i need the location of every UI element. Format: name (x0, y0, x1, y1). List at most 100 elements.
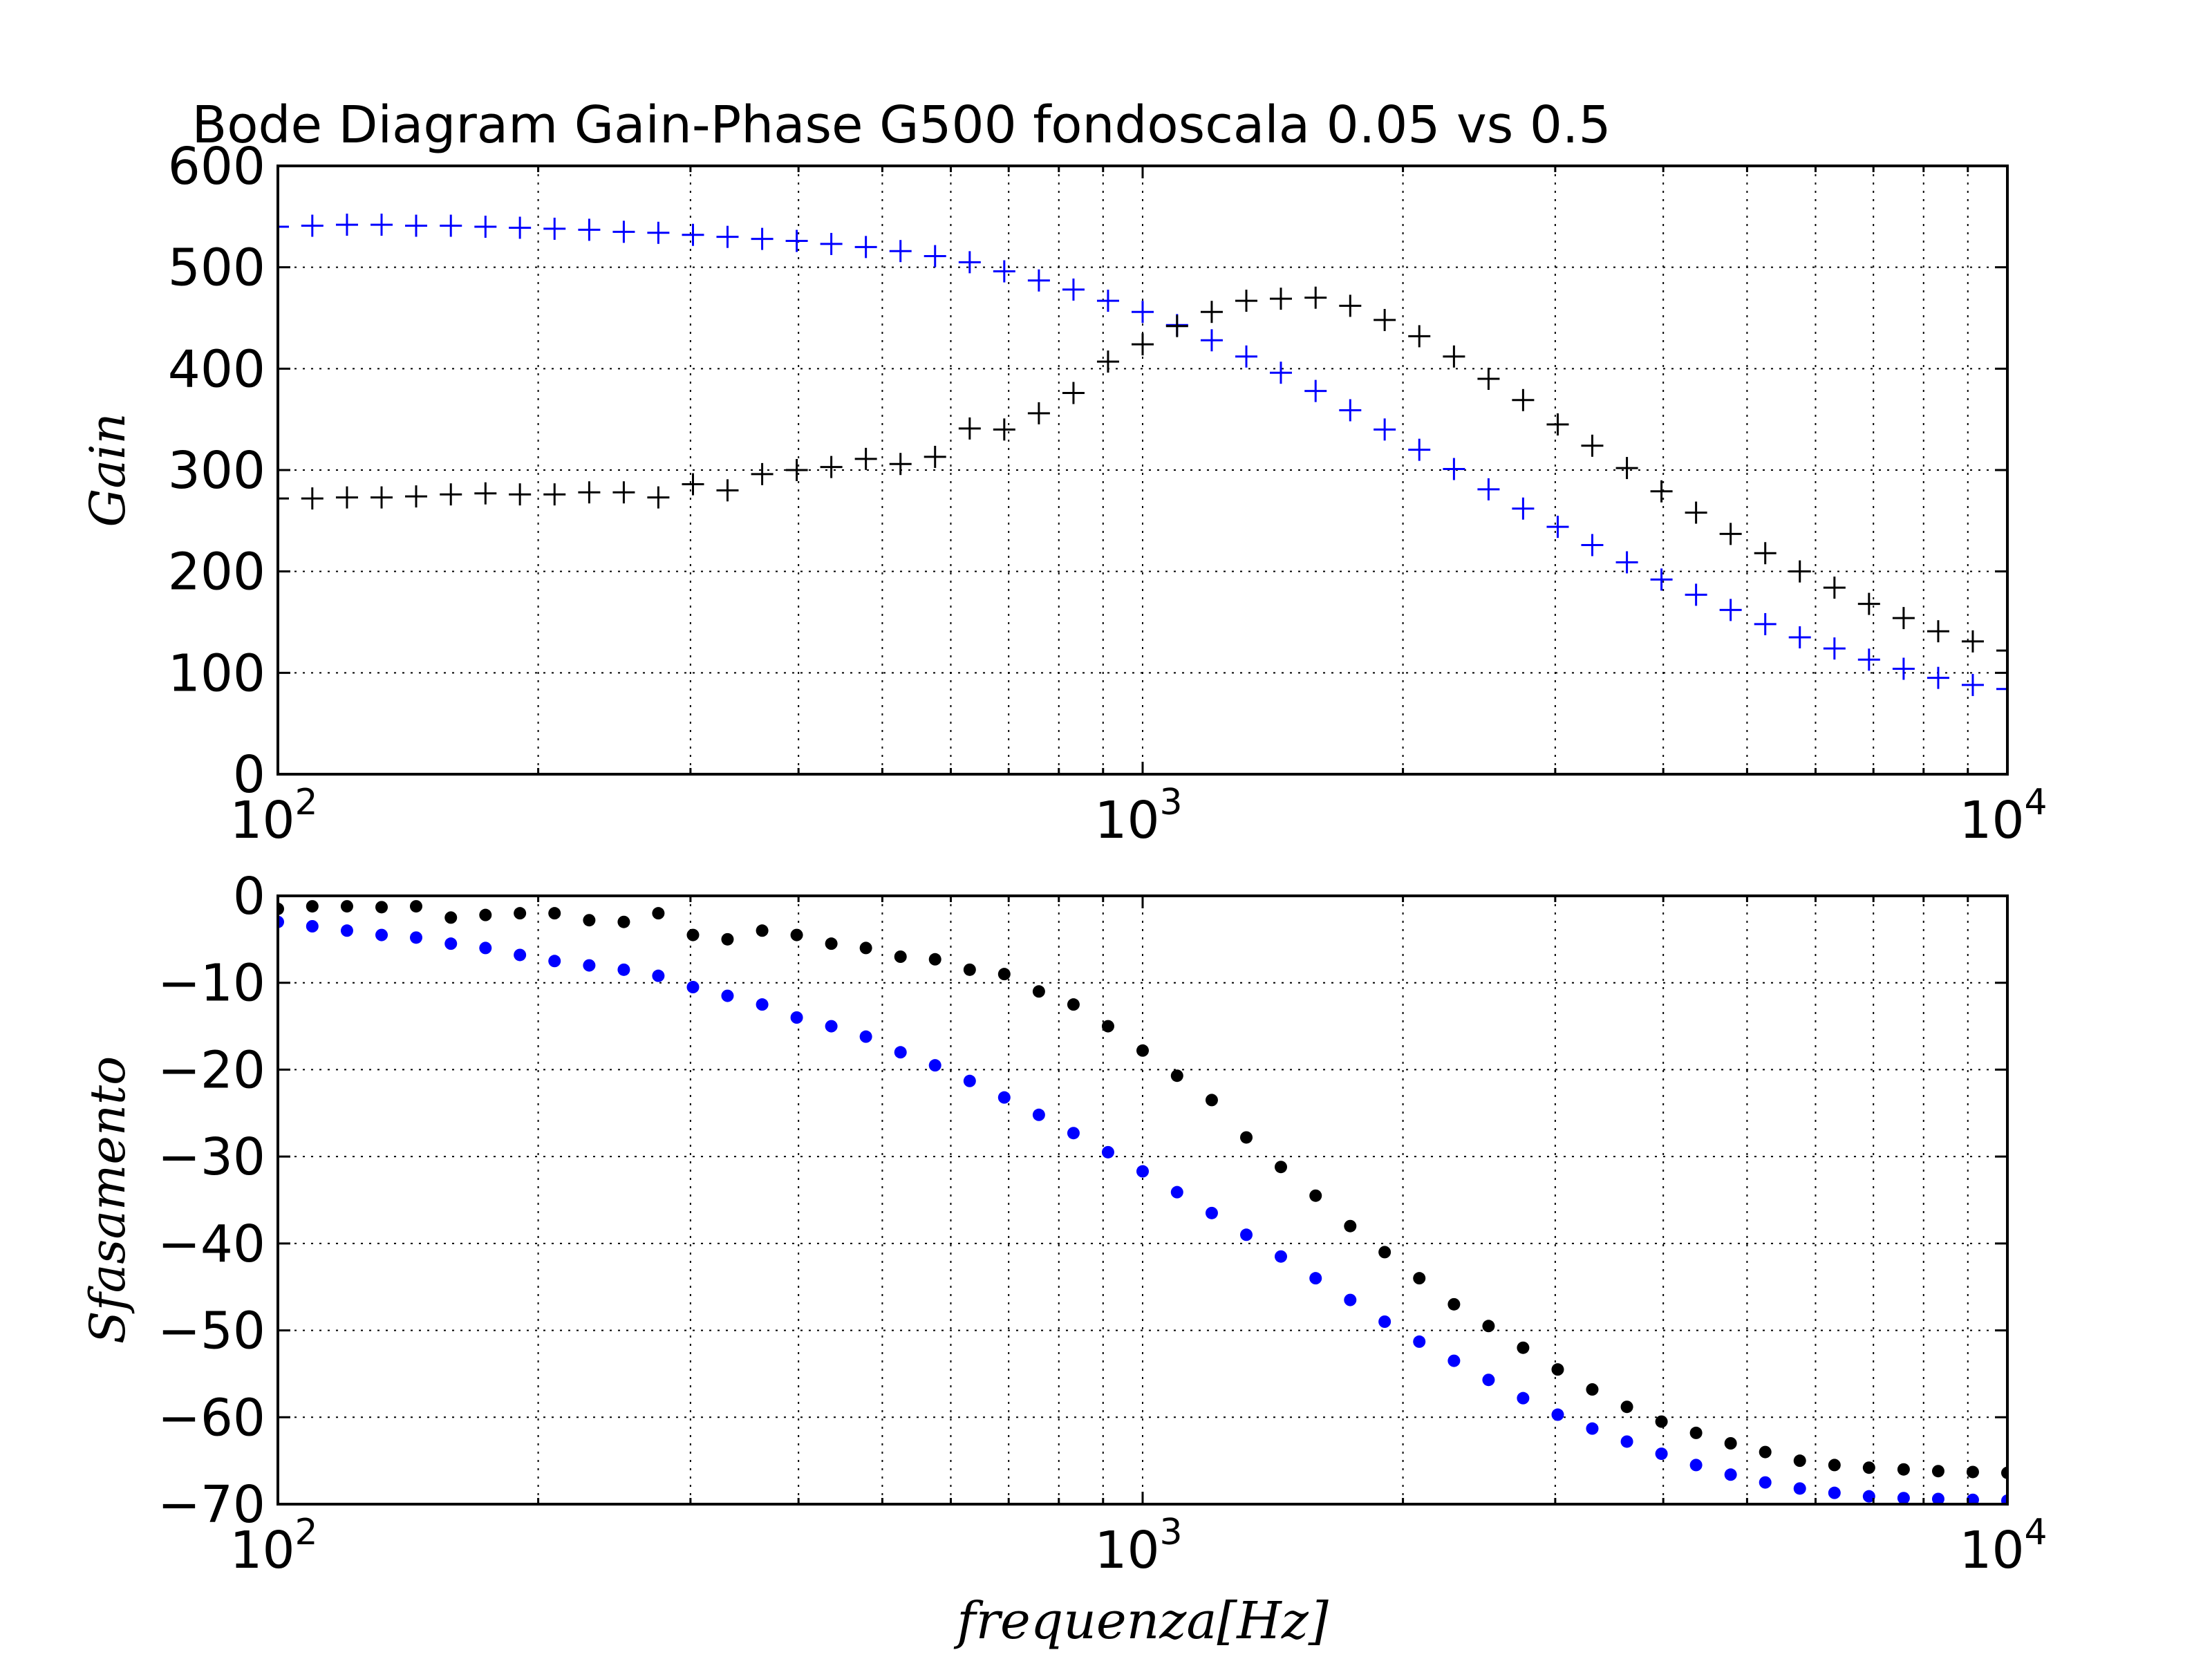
data-point (958, 251, 981, 274)
data-point (617, 963, 630, 976)
data-point (1689, 1459, 1703, 1472)
data-point (548, 955, 561, 968)
data-point (894, 950, 907, 963)
data-point (1101, 1020, 1114, 1033)
data-point (993, 260, 1015, 283)
x-tick-label: 104 (1959, 782, 2047, 850)
data-point (301, 487, 324, 510)
data-point (1685, 501, 1707, 524)
data-point (1304, 286, 1327, 309)
gain-markers (278, 214, 2007, 700)
data-point (1378, 1315, 1391, 1328)
data-point (859, 941, 872, 955)
data-point (820, 456, 843, 478)
gain-ticks: 0 100 200 300 400 500 600 102 103 104 (168, 137, 2047, 850)
data-point (963, 963, 976, 976)
data-point (1857, 648, 1880, 671)
data-point (440, 483, 462, 506)
data-point (958, 417, 981, 440)
data-point (1482, 1320, 1495, 1333)
data-point (1136, 1044, 1149, 1057)
data-point (440, 214, 462, 237)
data-point (1339, 294, 1362, 317)
data-point (1032, 1108, 1045, 1121)
data-point (1235, 290, 1258, 312)
data-point (1862, 1490, 1875, 1503)
data-point (1062, 278, 1085, 301)
data-point (1685, 583, 1707, 606)
data-point (340, 900, 353, 913)
data-point (1966, 1493, 1979, 1504)
data-point (1096, 350, 1119, 373)
data-point (1132, 333, 1154, 356)
data-point (1719, 523, 1742, 545)
x-tick-label: 102 (229, 782, 317, 850)
data-point (756, 998, 769, 1011)
data-point (375, 901, 388, 914)
data-point (997, 968, 1011, 981)
data-point (1961, 673, 1984, 696)
data-point (335, 214, 358, 236)
phase-grid (278, 896, 2007, 1504)
data-point (371, 214, 393, 236)
data-point (278, 487, 289, 510)
data-point (1754, 542, 1777, 565)
data-point (928, 1059, 941, 1072)
chart-title: Bode Diagram Gain-Phase G500 fondoscala … (191, 95, 1611, 155)
data-point (1620, 1435, 1633, 1448)
data-point (1344, 1293, 1357, 1306)
data-point (721, 989, 734, 1002)
data-point (335, 486, 358, 509)
data-point (612, 221, 635, 243)
data-point (509, 216, 532, 239)
data-point (306, 900, 319, 913)
data-point (1378, 1246, 1391, 1259)
y-tick-label: 100 (168, 644, 265, 703)
x-tick-label: 104 (1959, 1512, 2047, 1580)
data-point (2001, 1494, 2007, 1504)
y-tick-label: 600 (168, 137, 265, 196)
data-point (1274, 1250, 1287, 1263)
y-tick-label: 0 (233, 867, 265, 926)
data-point (1892, 607, 1915, 630)
x-tick-label: 103 (1094, 782, 1182, 850)
data-point (1205, 1094, 1218, 1107)
data-point (1304, 379, 1327, 402)
data-point (1447, 1354, 1461, 1367)
data-point (1719, 599, 1742, 621)
data-point (790, 1011, 803, 1024)
y-tick-label: 300 (168, 441, 265, 500)
data-point (854, 447, 877, 470)
data-point (1551, 1408, 1564, 1421)
data-point (1586, 1383, 1599, 1396)
data-point (1586, 1422, 1599, 1435)
data-point (1615, 457, 1638, 480)
data-point (1339, 399, 1362, 422)
data-point (1408, 325, 1431, 348)
data-point (1551, 1363, 1564, 1376)
gain-grid (278, 166, 2007, 774)
data-point (543, 483, 566, 506)
data-point (1650, 480, 1673, 503)
data-point (1927, 620, 1949, 643)
data-point (1512, 388, 1535, 411)
data-point (306, 920, 319, 932)
y-tick-label: −60 (158, 1388, 265, 1447)
data-point (1200, 301, 1223, 324)
data-point (1517, 1341, 1530, 1354)
data-point (924, 445, 946, 468)
data-point (1309, 1189, 1322, 1202)
data-point (785, 459, 808, 481)
data-point (997, 1091, 1011, 1104)
data-point (1374, 418, 1396, 441)
y-tick-label: −30 (158, 1127, 265, 1187)
data-point (1309, 1272, 1322, 1285)
data-point (1931, 1492, 1944, 1504)
phase-markers (278, 900, 2007, 1504)
data-point (1996, 677, 2007, 700)
data-point (1650, 568, 1673, 591)
data-point (583, 959, 596, 972)
phase-xlabel: frequenza[Hz] (953, 1591, 1329, 1651)
